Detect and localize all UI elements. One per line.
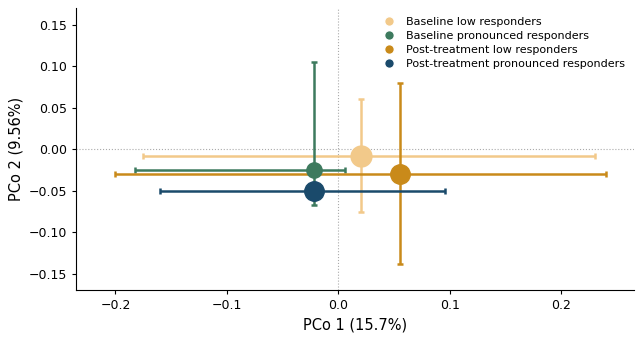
X-axis label: PCo 1 (15.7%): PCo 1 (15.7%) [303,318,407,333]
Y-axis label: PCo 2 (9.56%): PCo 2 (9.56%) [8,97,23,201]
Legend: Baseline low responders, Baseline pronounced responders, Post-treatment low resp: Baseline low responders, Baseline pronou… [375,14,628,72]
